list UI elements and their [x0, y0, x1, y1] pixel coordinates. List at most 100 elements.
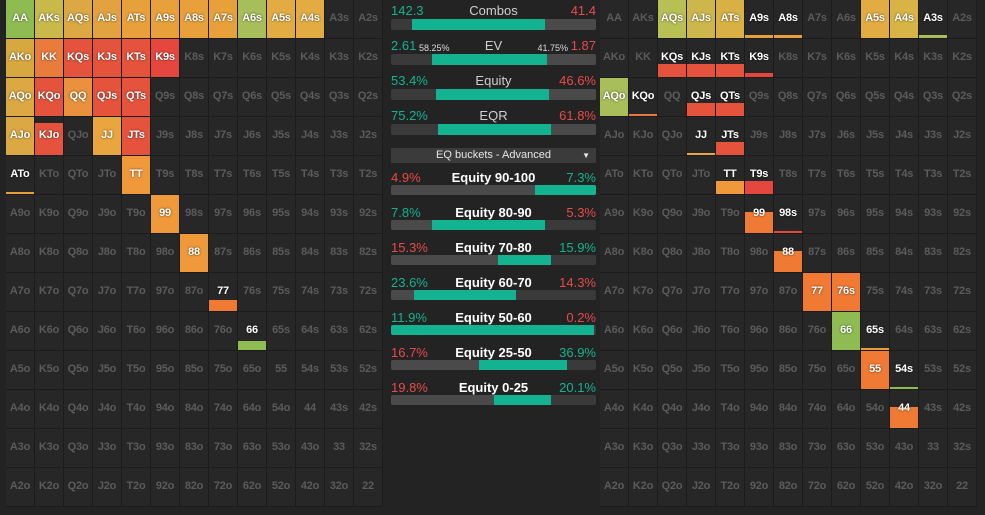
hand-cell-64s[interactable]: 64s [890, 312, 919, 351]
hand-cell-55[interactable]: 55 [267, 351, 296, 390]
hand-cell-88[interactable]: 88 [774, 234, 803, 273]
hand-cell-83o[interactable]: 83o [180, 429, 209, 468]
hand-cell-K2o[interactable]: K2o [629, 468, 658, 507]
hand-cell-ATo[interactable]: ATo [600, 156, 629, 195]
hand-cell-A7o[interactable]: A7o [6, 273, 35, 312]
hand-cell-Q7s[interactable]: Q7s [803, 78, 832, 117]
hand-cell-98s[interactable]: 98s [774, 195, 803, 234]
hand-cell-AQo[interactable]: AQo [6, 78, 35, 117]
hand-cell-Q7s[interactable]: Q7s [209, 78, 238, 117]
hand-cell-AJs[interactable]: AJs [93, 0, 122, 39]
hand-cell-66[interactable]: 66 [832, 312, 861, 351]
hand-cell-55[interactable]: 55 [861, 351, 890, 390]
hand-cell-J4s[interactable]: J4s [296, 117, 325, 156]
hand-cell-K8s[interactable]: K8s [180, 39, 209, 78]
hand-cell-A3o[interactable]: A3o [600, 429, 629, 468]
hand-cell-A7s[interactable]: A7s [803, 0, 832, 39]
hand-cell-QTs[interactable]: QTs [716, 78, 745, 117]
hand-cell-43o[interactable]: 43o [296, 429, 325, 468]
hand-cell-AQs[interactable]: AQs [64, 0, 93, 39]
hand-cell-T7o[interactable]: T7o [716, 273, 745, 312]
hand-cell-A2s[interactable]: A2s [948, 0, 977, 39]
hand-cell-K7o[interactable]: K7o [629, 273, 658, 312]
hand-cell-85o[interactable]: 85o [774, 351, 803, 390]
hand-cell-74s[interactable]: 74s [296, 273, 325, 312]
hand-cell-T6o[interactable]: T6o [122, 312, 151, 351]
hand-cell-T5s[interactable]: T5s [861, 156, 890, 195]
hand-cell-Q6s[interactable]: Q6s [238, 78, 267, 117]
hand-cell-72s[interactable]: 72s [354, 273, 383, 312]
hand-cell-A4o[interactable]: A4o [600, 390, 629, 429]
hand-cell-K6s[interactable]: K6s [832, 39, 861, 78]
hand-cell-AJo[interactable]: AJo [6, 117, 35, 156]
hand-cell-JTo[interactable]: JTo [93, 156, 122, 195]
hand-cell-K5s[interactable]: K5s [861, 39, 890, 78]
hand-cell-82o[interactable]: 82o [774, 468, 803, 507]
hand-cell-53s[interactable]: 53s [919, 351, 948, 390]
hand-cell-96s[interactable]: 96s [238, 195, 267, 234]
hand-cell-Q4o[interactable]: Q4o [658, 390, 687, 429]
hand-cell-K4s[interactable]: K4s [296, 39, 325, 78]
hand-cell-J7s[interactable]: J7s [209, 117, 238, 156]
hand-cell-T7s[interactable]: T7s [803, 156, 832, 195]
hand-cell-JTs[interactable]: JTs [716, 117, 745, 156]
hand-cell-A3s[interactable]: A3s [325, 0, 354, 39]
hand-cell-J6s[interactable]: J6s [238, 117, 267, 156]
hand-cell-85s[interactable]: 85s [267, 234, 296, 273]
hand-cell-KK[interactable]: KK [629, 39, 658, 78]
hand-cell-76s[interactable]: 76s [238, 273, 267, 312]
hand-cell-32s[interactable]: 32s [354, 429, 383, 468]
hand-cell-J4s[interactable]: J4s [890, 117, 919, 156]
hand-cell-ATs[interactable]: ATs [122, 0, 151, 39]
hand-cell-32s[interactable]: 32s [948, 429, 977, 468]
hand-cell-Q6o[interactable]: Q6o [658, 312, 687, 351]
hand-cell-J7o[interactable]: J7o [687, 273, 716, 312]
hand-cell-A9s[interactable]: A9s [745, 0, 774, 39]
hand-cell-Q9o[interactable]: Q9o [64, 195, 93, 234]
hand-cell-42s[interactable]: 42s [948, 390, 977, 429]
hand-cell-KQs[interactable]: KQs [658, 39, 687, 78]
hand-cell-J4o[interactable]: J4o [93, 390, 122, 429]
hand-cell-A4s[interactable]: A4s [890, 0, 919, 39]
hand-cell-J2o[interactable]: J2o [93, 468, 122, 507]
hand-cell-J3o[interactable]: J3o [93, 429, 122, 468]
hand-cell-22[interactable]: 22 [948, 468, 977, 507]
hand-cell-J9o[interactable]: J9o [687, 195, 716, 234]
hand-cell-72o[interactable]: 72o [803, 468, 832, 507]
hand-cell-Q5s[interactable]: Q5s [267, 78, 296, 117]
hand-cell-A2o[interactable]: A2o [600, 468, 629, 507]
hand-cell-K3s[interactable]: K3s [919, 39, 948, 78]
hand-cell-53o[interactable]: 53o [267, 429, 296, 468]
hand-cell-62o[interactable]: 62o [238, 468, 267, 507]
hand-cell-KJo[interactable]: KJo [629, 117, 658, 156]
hand-cell-76o[interactable]: 76o [209, 312, 238, 351]
hand-cell-Q5o[interactable]: Q5o [658, 351, 687, 390]
hand-cell-AJs[interactable]: AJs [687, 0, 716, 39]
hand-cell-K3o[interactable]: K3o [35, 429, 64, 468]
hand-cell-J6o[interactable]: J6o [687, 312, 716, 351]
hand-cell-J6o[interactable]: J6o [93, 312, 122, 351]
hand-cell-TT[interactable]: TT [122, 156, 151, 195]
hand-cell-KTs[interactable]: KTs [716, 39, 745, 78]
hand-cell-KJs[interactable]: KJs [687, 39, 716, 78]
hand-cell-T9s[interactable]: T9s [745, 156, 774, 195]
hand-cell-A9o[interactable]: A9o [6, 195, 35, 234]
hand-cell-A6s[interactable]: A6s [238, 0, 267, 39]
hand-cell-65s[interactable]: 65s [861, 312, 890, 351]
hand-cell-93o[interactable]: 93o [745, 429, 774, 468]
hand-cell-K2s[interactable]: K2s [354, 39, 383, 78]
hand-cell-Q5o[interactable]: Q5o [64, 351, 93, 390]
hand-cell-T6s[interactable]: T6s [238, 156, 267, 195]
hand-cell-J5s[interactable]: J5s [267, 117, 296, 156]
hand-cell-82s[interactable]: 82s [948, 234, 977, 273]
hand-cell-AJo[interactable]: AJo [600, 117, 629, 156]
hand-cell-75s[interactable]: 75s [861, 273, 890, 312]
hand-cell-T5o[interactable]: T5o [122, 351, 151, 390]
hand-cell-98o[interactable]: 98o [151, 234, 180, 273]
hand-cell-KTs[interactable]: KTs [122, 39, 151, 78]
hand-cell-K7o[interactable]: K7o [35, 273, 64, 312]
hand-cell-A6s[interactable]: A6s [832, 0, 861, 39]
hand-cell-A6o[interactable]: A6o [600, 312, 629, 351]
hand-cell-K6o[interactable]: K6o [35, 312, 64, 351]
hand-cell-T4o[interactable]: T4o [122, 390, 151, 429]
